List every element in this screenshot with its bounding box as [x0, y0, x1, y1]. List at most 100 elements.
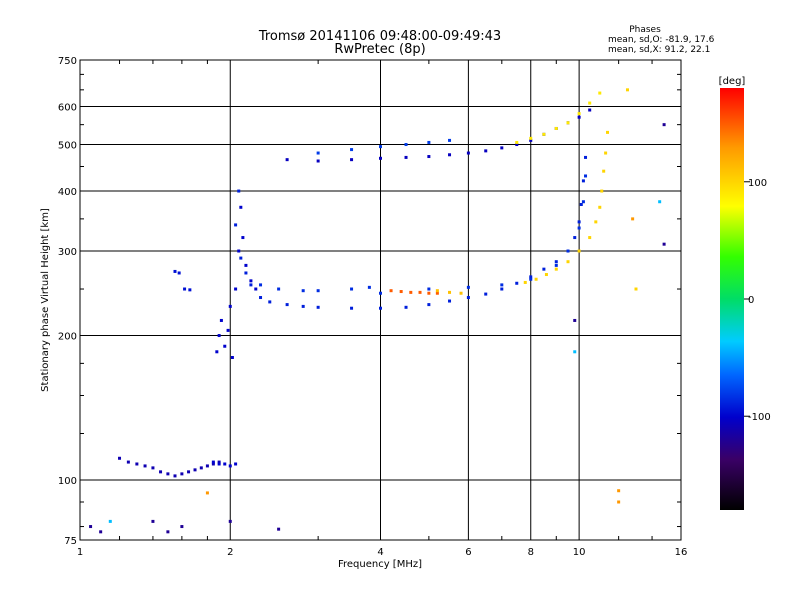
- data-point: [244, 271, 248, 275]
- data-point: [427, 140, 431, 144]
- data-point: [404, 143, 408, 147]
- data-point: [598, 205, 602, 209]
- x-tick-label: 16: [675, 547, 688, 558]
- data-point: [135, 462, 139, 466]
- data-point: [118, 456, 122, 460]
- data-point: [108, 519, 112, 523]
- data-point: [254, 287, 258, 291]
- data-point: [350, 306, 354, 310]
- data-point: [159, 470, 163, 474]
- data-point: [409, 290, 413, 294]
- x-tick-label: 6: [465, 547, 471, 558]
- data-point: [199, 466, 203, 470]
- y-tick-label: 75: [64, 536, 77, 547]
- x-tick-label: 2: [227, 547, 233, 558]
- x-axis-label: Frequency [MHz]: [338, 559, 422, 570]
- data-point: [187, 470, 191, 474]
- data-point: [217, 334, 221, 338]
- data-point: [427, 291, 431, 295]
- data-point: [244, 263, 248, 267]
- data-point: [448, 138, 452, 142]
- data-point: [435, 289, 439, 293]
- stats-line-x: mean, sd,X: 91.2, 22.1: [608, 45, 710, 55]
- data-point: [219, 318, 223, 322]
- data-point: [259, 283, 263, 287]
- data-point: [448, 299, 452, 303]
- data-point: [350, 158, 354, 162]
- data-point: [316, 159, 320, 163]
- data-point: [249, 279, 253, 283]
- data-point: [577, 115, 581, 119]
- data-point: [228, 304, 232, 308]
- data-point: [285, 158, 289, 162]
- data-point: [542, 267, 546, 271]
- data-point: [459, 291, 463, 295]
- data-point: [427, 303, 431, 307]
- data-point: [573, 236, 577, 240]
- data-point: [277, 287, 281, 291]
- y-tick-label: 500: [58, 141, 77, 152]
- data-point: [379, 291, 382, 295]
- data-point: [230, 355, 234, 359]
- data-point: [658, 200, 662, 204]
- data-point: [143, 464, 147, 468]
- data-point: [579, 202, 583, 206]
- data-point: [500, 283, 504, 287]
- data-point: [602, 169, 606, 173]
- data-point: [215, 350, 219, 354]
- data-point: [577, 112, 581, 116]
- data-point: [435, 291, 439, 295]
- y-tick-label: 600: [58, 103, 77, 114]
- data-point: [301, 304, 305, 308]
- data-point: [249, 283, 253, 287]
- y-tick-label: 200: [58, 332, 77, 343]
- data-point: [588, 101, 592, 105]
- y-tick-labels: 75 100 200 300 400 500 600 750: [58, 56, 77, 547]
- data-point: [166, 472, 170, 476]
- data-point: [316, 305, 320, 309]
- data-point: [662, 242, 666, 246]
- stats-title: Phases: [629, 25, 661, 35]
- data-point: [577, 220, 581, 224]
- data-point: [173, 269, 177, 273]
- data-point: [529, 275, 533, 279]
- data-point: [239, 205, 243, 209]
- data-point: [237, 189, 241, 193]
- data-point: [594, 220, 598, 224]
- data-point: [554, 260, 558, 264]
- colorbar-tick-label: 0: [748, 295, 754, 306]
- data-point: [268, 300, 272, 304]
- data-point: [542, 132, 546, 136]
- data-point: [529, 138, 533, 142]
- data-point: [350, 287, 354, 291]
- data-point: [205, 464, 209, 468]
- x-tick-label: 10: [573, 547, 586, 558]
- data-point: [205, 491, 209, 495]
- data-point: [223, 344, 227, 348]
- data-point: [634, 287, 638, 291]
- data-point: [523, 280, 527, 284]
- data-point: [584, 155, 588, 159]
- data-point: [554, 263, 558, 267]
- data-point: [418, 290, 422, 294]
- data-point: [316, 151, 320, 155]
- colorbar-tick-label: -100: [748, 412, 771, 423]
- data-point: [404, 305, 408, 309]
- data-point: [566, 121, 570, 125]
- data-point: [223, 462, 227, 466]
- data-points: [89, 88, 666, 534]
- data-point: [241, 236, 245, 240]
- x-tick-labels: 1 2 4 6 8 10 16: [77, 547, 688, 558]
- data-point: [466, 285, 470, 289]
- data-point: [211, 462, 215, 466]
- y-tick-label: 300: [58, 247, 77, 258]
- data-point: [277, 527, 281, 531]
- data-point: [573, 350, 577, 354]
- data-point: [379, 156, 382, 160]
- data-point: [234, 223, 238, 227]
- data-point: [534, 277, 538, 281]
- data-point: [99, 530, 103, 534]
- data-point: [577, 226, 581, 230]
- data-point: [466, 151, 470, 155]
